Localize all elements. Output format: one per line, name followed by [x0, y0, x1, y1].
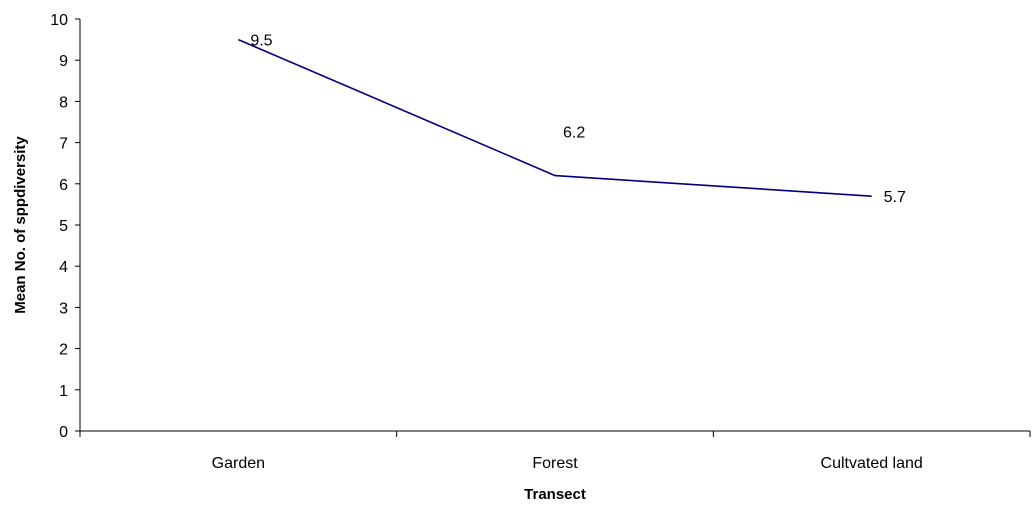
y-tick-label: 9	[59, 53, 68, 70]
data-labels: 9.5 6.2 5.7	[250, 33, 906, 207]
y-tick-label: 2	[59, 342, 68, 359]
data-label: 5.7	[884, 189, 906, 206]
series-group	[238, 38, 872, 197]
y-tick-label: 5	[59, 218, 68, 235]
data-label: 9.5	[250, 33, 272, 50]
x-tick-label: Garden	[212, 455, 265, 472]
y-tick-label: 1	[59, 383, 68, 400]
y-tick-label: 3	[59, 300, 68, 317]
x-axis-title: Transect	[524, 486, 586, 503]
x-tick-label: Cultvated land	[821, 455, 923, 472]
y-tick-label: 0	[59, 424, 68, 441]
y-tick-label: 6	[59, 177, 68, 194]
y-axis-title: Mean No. of sppdiversity	[12, 136, 29, 314]
y-axis-ticks: 0 1 2 3 4 5 6 7 8 9 10	[50, 12, 80, 441]
y-tick-label: 4	[59, 259, 68, 276]
x-axis-ticks: Garden Forest Cultvated land	[79, 431, 1031, 472]
chart-axes	[79, 19, 1030, 432]
series-line	[238, 38, 872, 197]
data-label: 6.2	[563, 125, 585, 142]
y-tick-label: 8	[59, 94, 68, 111]
y-tick-label: 10	[50, 12, 68, 29]
y-tick-label: 7	[59, 136, 68, 153]
x-tick-label: Forest	[532, 455, 578, 472]
